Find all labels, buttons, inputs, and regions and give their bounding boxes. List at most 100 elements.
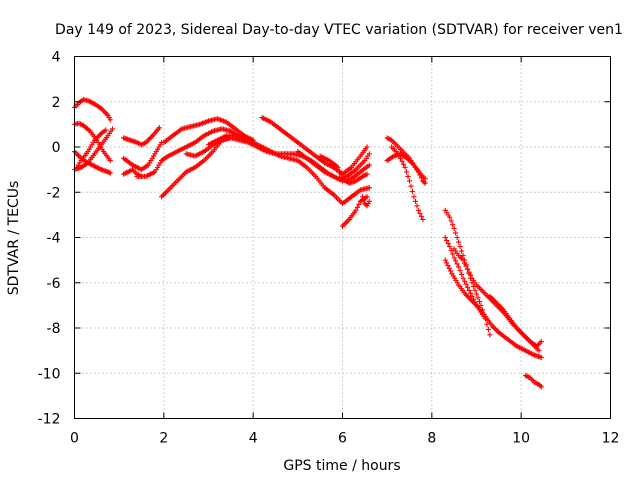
x-tick-label: 12 bbox=[602, 431, 620, 447]
y-tick-label: -2 bbox=[47, 185, 61, 201]
data-point bbox=[450, 251, 456, 257]
data-point bbox=[360, 194, 366, 200]
data-point bbox=[447, 243, 453, 250]
series-track-21 bbox=[384, 151, 428, 182]
data-point bbox=[460, 257, 466, 263]
data-point bbox=[464, 266, 471, 272]
data-point bbox=[408, 183, 414, 189]
series-track-18 bbox=[360, 194, 372, 209]
series-track-19 bbox=[384, 135, 428, 186]
series-track-16 bbox=[317, 153, 370, 186]
y-axis-label: SDTVAR / TECUs bbox=[6, 181, 22, 296]
data-point bbox=[399, 158, 405, 164]
data-point bbox=[353, 207, 359, 213]
data-point bbox=[366, 151, 372, 157]
data-point bbox=[422, 180, 428, 186]
data-point bbox=[454, 261, 460, 267]
data-point bbox=[448, 247, 454, 253]
data-point bbox=[467, 290, 474, 296]
data-point bbox=[406, 178, 413, 184]
data-point bbox=[472, 287, 478, 293]
series-track-7 bbox=[121, 125, 162, 148]
data-point bbox=[366, 185, 372, 191]
data-point bbox=[364, 144, 370, 150]
data-point bbox=[453, 230, 459, 236]
series-track-11 bbox=[161, 116, 256, 146]
data-point bbox=[470, 283, 477, 290]
data-point bbox=[475, 295, 481, 301]
data-point bbox=[445, 240, 451, 247]
data-point bbox=[464, 284, 471, 290]
data-point bbox=[417, 210, 423, 216]
data-point bbox=[420, 216, 426, 222]
series-track-4 bbox=[71, 148, 113, 176]
x-tick-label: 2 bbox=[159, 431, 168, 447]
data-point bbox=[538, 338, 544, 345]
data-point bbox=[409, 188, 416, 195]
tick-labels: 0 2 4 6 8 10 12 4 2 0 -2 -4 -6 -8 -10 -12 bbox=[38, 50, 620, 447]
axis-ticks bbox=[74, 56, 611, 419]
y-tick-label: -12 bbox=[38, 412, 61, 428]
data-point bbox=[443, 260, 450, 266]
data-point bbox=[460, 275, 466, 281]
data-point bbox=[418, 213, 425, 219]
data-point bbox=[456, 239, 462, 245]
data-point bbox=[354, 204, 360, 210]
series-track-23 bbox=[442, 234, 489, 322]
data-point bbox=[397, 155, 404, 161]
data-point bbox=[403, 169, 410, 175]
data-point bbox=[156, 125, 162, 131]
data-point bbox=[466, 287, 472, 293]
chart-title: Day 149 of 2023, Sidereal Day-to-day VTE… bbox=[55, 22, 623, 38]
data-point bbox=[442, 257, 448, 263]
y-tick-label: -8 bbox=[47, 321, 61, 337]
data-point bbox=[447, 268, 454, 274]
data-point bbox=[487, 332, 493, 338]
data-point bbox=[364, 171, 370, 177]
data-point bbox=[445, 262, 451, 269]
data-point bbox=[442, 234, 448, 241]
data-point bbox=[446, 265, 452, 271]
grid-lines bbox=[74, 56, 611, 419]
data-point bbox=[366, 198, 372, 204]
data-point bbox=[466, 269, 472, 275]
series-track-24 bbox=[442, 257, 544, 361]
data-point bbox=[103, 127, 109, 133]
series-track-13 bbox=[205, 133, 372, 207]
data-point bbox=[457, 268, 463, 274]
data-point bbox=[414, 203, 420, 209]
data-point bbox=[476, 299, 483, 305]
data-point bbox=[421, 179, 427, 185]
data-points bbox=[71, 96, 544, 390]
y-tick-label: 0 bbox=[52, 140, 61, 156]
series-track-8 bbox=[121, 139, 165, 173]
series-track-27 bbox=[523, 372, 544, 390]
data-point bbox=[411, 194, 417, 200]
data-point bbox=[109, 126, 116, 132]
data-point bbox=[461, 278, 468, 284]
data-point bbox=[467, 272, 474, 278]
data-point bbox=[450, 222, 456, 228]
x-tick-label: 4 bbox=[249, 431, 258, 447]
data-point bbox=[536, 348, 542, 354]
data-point bbox=[461, 260, 468, 266]
series-track-1 bbox=[71, 96, 113, 123]
series-track-14 bbox=[259, 114, 370, 177]
y-tick-label: -10 bbox=[38, 366, 61, 382]
data-point bbox=[485, 326, 492, 333]
x-tick-label: 8 bbox=[427, 431, 436, 447]
y-tick-label: -6 bbox=[47, 276, 61, 292]
data-point bbox=[457, 243, 463, 250]
data-point bbox=[473, 291, 480, 297]
data-point bbox=[106, 169, 112, 176]
data-point bbox=[444, 237, 450, 244]
data-point bbox=[459, 271, 465, 278]
data-point bbox=[447, 214, 453, 220]
data-point bbox=[422, 176, 428, 182]
x-axis-label: GPS time / hours bbox=[283, 458, 400, 474]
data-point bbox=[336, 168, 343, 174]
data-point bbox=[107, 157, 113, 164]
data-point bbox=[454, 234, 460, 241]
data-point bbox=[537, 383, 543, 389]
data-point bbox=[451, 255, 457, 261]
